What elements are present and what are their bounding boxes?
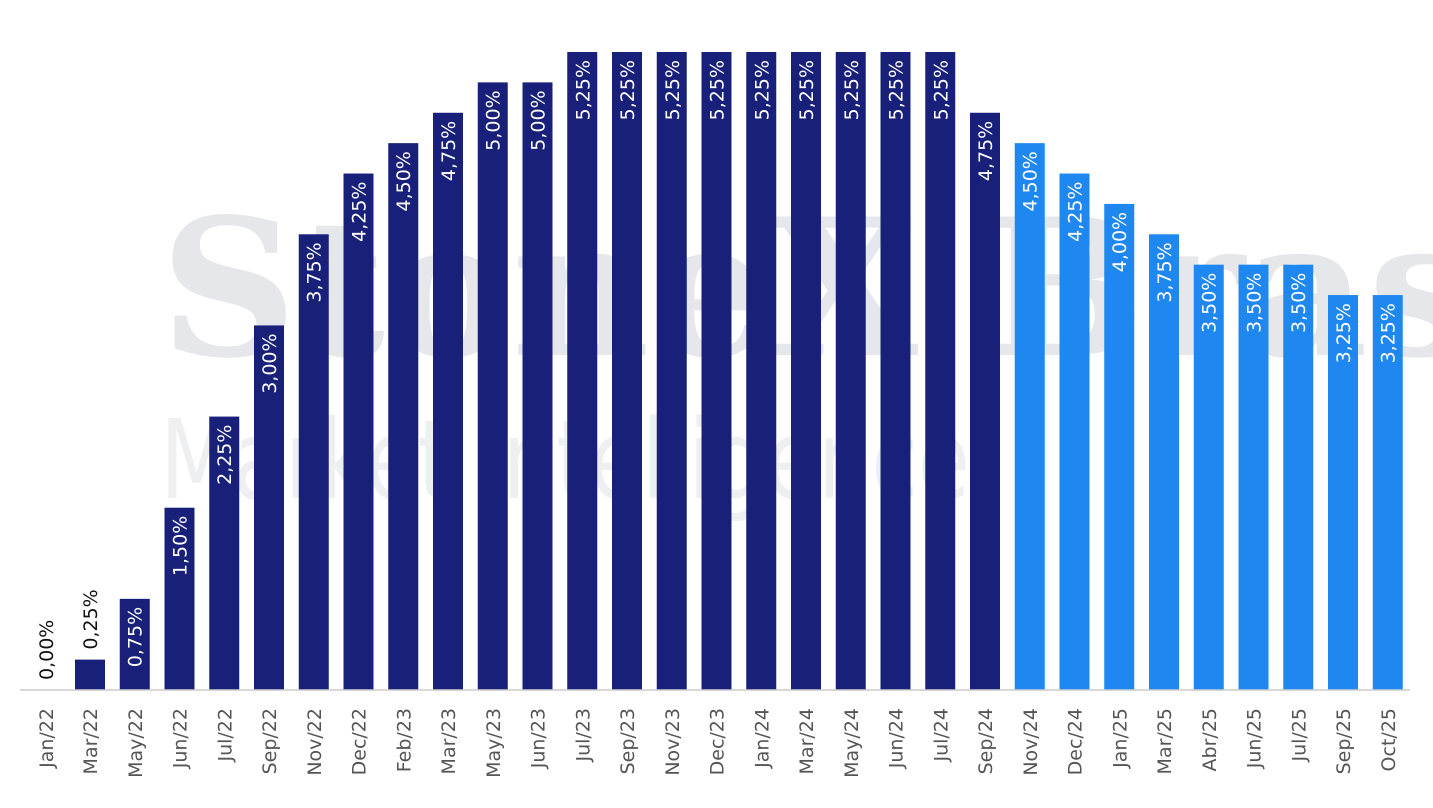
x-tick-label: Oct/25 (1378, 708, 1400, 771)
bar (1372, 295, 1403, 690)
x-tick-label: Jan/22 (36, 708, 58, 769)
x-tick-label: Feb/23 (393, 708, 415, 772)
x-tick-label: Sep/24 (975, 708, 997, 774)
x-tick-label: Sep/22 (259, 708, 281, 774)
bar (433, 112, 463, 690)
bar (522, 82, 553, 690)
bar (746, 52, 777, 690)
bars-group: 0,00% 0,25% 0,75% 1,50% 2,25% 3,00% 3,75% 4,25%… (36, 52, 1403, 691)
bar (1193, 264, 1224, 690)
x-tick-label: Mar/22 (80, 708, 102, 774)
data-label: 3,25% (1333, 303, 1355, 363)
data-label: 4,50% (393, 151, 415, 211)
bar (388, 143, 419, 691)
bar (1328, 295, 1358, 690)
bar (567, 52, 598, 690)
x-tick-label: Jan/24 (751, 708, 773, 769)
x-tick-label: May/22 (125, 708, 147, 778)
x-tick-label: Mar/24 (796, 708, 818, 774)
data-label: 5,25% (796, 60, 818, 120)
data-label: 5,25% (572, 60, 594, 120)
bar (1238, 264, 1269, 690)
bar (298, 234, 329, 691)
data-label: 3,50% (1244, 273, 1266, 333)
data-label: 5,25% (886, 60, 908, 120)
data-label: 3,00% (259, 333, 281, 393)
bar (701, 52, 732, 690)
bar (164, 507, 195, 690)
x-tick-label: Dec/23 (707, 708, 729, 775)
data-label: 3,75% (304, 242, 326, 302)
data-label: 5,25% (617, 60, 639, 120)
bar (880, 52, 911, 690)
x-tick-label: Jul/22 (214, 708, 236, 763)
x-tick-label: Sep/23 (617, 708, 639, 774)
x-tick-label: May/24 (841, 708, 863, 778)
x-tick-label: Jan/25 (1109, 708, 1131, 769)
x-tick-label: Jul/23 (572, 708, 594, 763)
x-tick-label: Jun/24 (886, 708, 908, 769)
data-label: 3,50% (1288, 273, 1310, 333)
x-axis-ticks: Jan/22 Mar/22 May/22 Jun/22 Jul/22 Sep/22 Nov/… (36, 708, 1400, 778)
bar (254, 325, 284, 690)
data-label: 3,25% (1378, 303, 1400, 363)
data-label: 4,25% (1065, 182, 1087, 242)
data-label: 4,50% (1020, 151, 1042, 211)
data-label: 4,75% (438, 121, 460, 181)
x-tick-label: Nov/22 (304, 708, 326, 776)
x-tick-label: Dec/24 (1065, 708, 1087, 775)
x-tick-label: Mar/23 (438, 708, 460, 774)
data-label: 2,25% (214, 425, 236, 485)
data-label: 5,25% (707, 60, 729, 120)
bar (656, 52, 687, 690)
x-tick-label: Jun/25 (1244, 708, 1266, 769)
data-label: 5,00% (483, 90, 505, 150)
bar (343, 173, 374, 690)
x-tick-label: Dec/22 (349, 708, 371, 775)
x-tick-label: Sep/25 (1333, 708, 1355, 774)
data-label: 0,25% (80, 589, 102, 649)
bar (970, 112, 1000, 690)
data-label: 5,25% (930, 60, 952, 120)
bar (75, 659, 105, 690)
data-label: 4,25% (349, 182, 371, 242)
x-tick-label: Jun/23 (528, 708, 550, 769)
bar (612, 52, 642, 690)
x-tick-label: May/23 (483, 708, 505, 778)
data-label: 0,00% (36, 620, 58, 680)
data-label: 0,75% (125, 607, 147, 667)
x-tick-label: Abr/25 (1199, 708, 1221, 771)
bar (1104, 203, 1135, 690)
data-label: 4,00% (1109, 212, 1131, 272)
bar (791, 52, 821, 690)
x-tick-label: Jul/24 (930, 708, 952, 763)
bar (835, 52, 866, 690)
bar (209, 416, 240, 690)
watermark-line2: Market Intelligence (160, 396, 970, 524)
data-label: 1,50% (170, 516, 192, 576)
x-tick-label: Nov/23 (662, 708, 684, 776)
data-label: 5,25% (841, 60, 863, 120)
data-label: 3,50% (1199, 273, 1221, 333)
data-label: 5,25% (751, 60, 773, 120)
data-label: 3,75% (1154, 242, 1176, 302)
x-tick-label: Nov/24 (1020, 708, 1042, 776)
data-label: 4,75% (975, 121, 997, 181)
bar (1014, 143, 1045, 691)
bar (119, 598, 150, 690)
bar (1059, 173, 1090, 690)
data-label: 5,00% (528, 90, 550, 150)
x-tick-label: Jun/22 (170, 708, 192, 769)
bar (925, 52, 956, 690)
bar (477, 82, 508, 690)
bar (1283, 264, 1314, 690)
x-tick-label: Jul/25 (1288, 708, 1310, 763)
x-tick-label: Mar/25 (1154, 708, 1176, 774)
bar (1149, 234, 1179, 691)
data-label: 5,25% (662, 60, 684, 120)
